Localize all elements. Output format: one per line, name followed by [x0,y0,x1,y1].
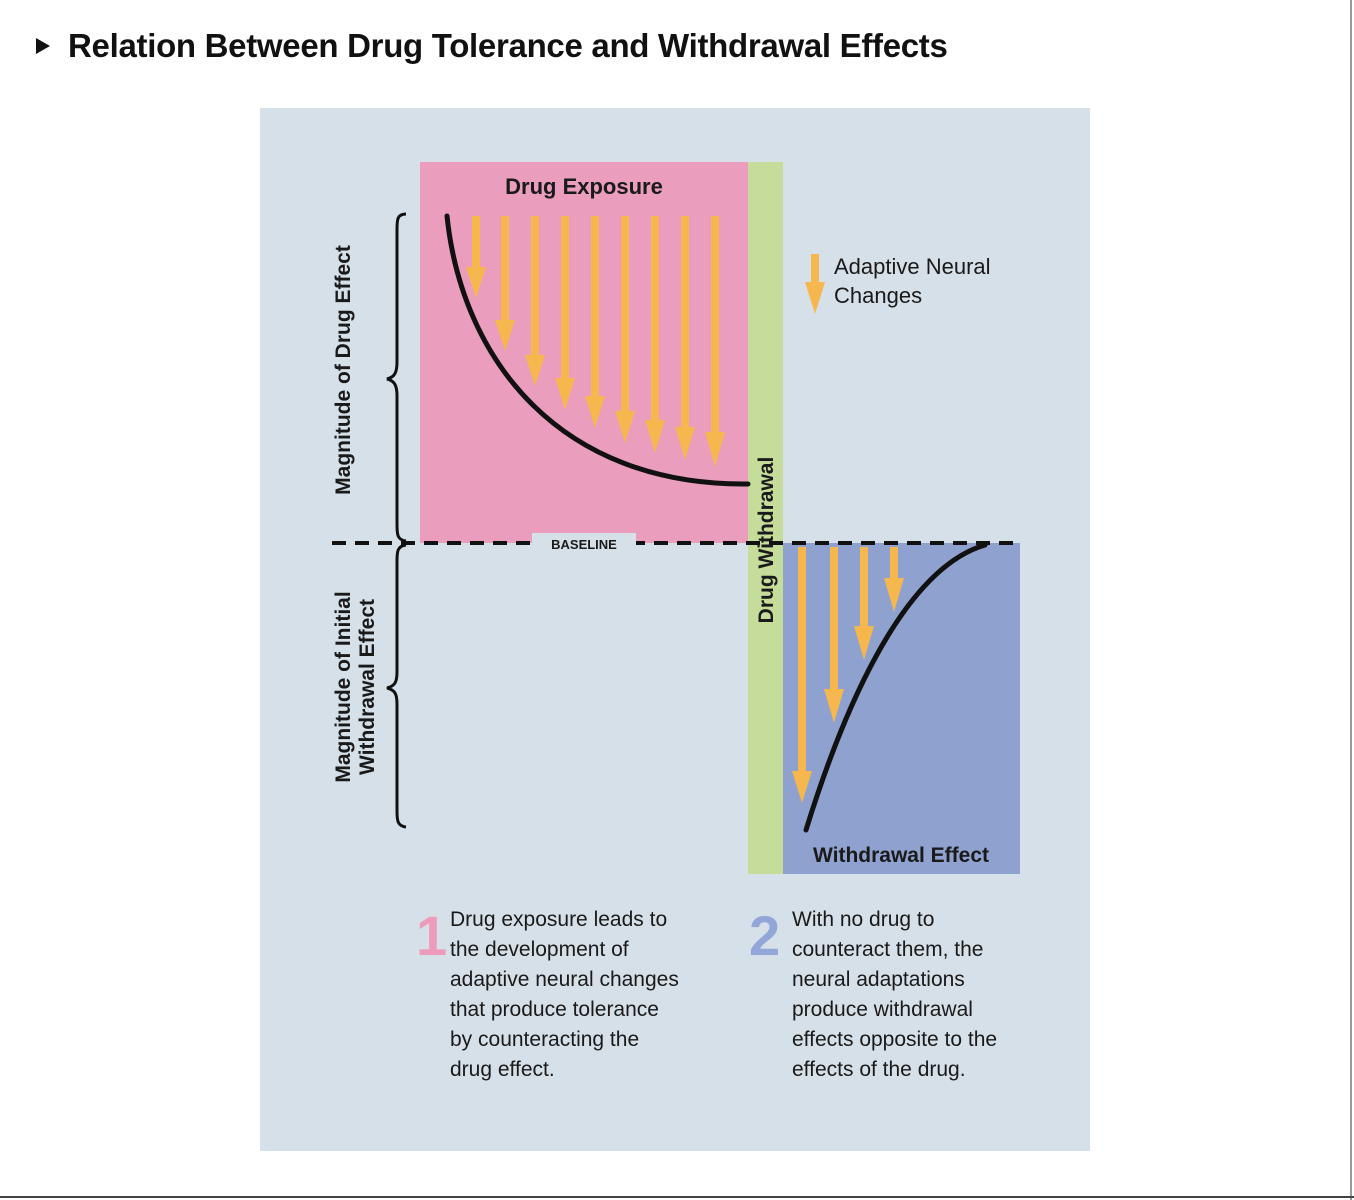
adaptive-arrow [824,547,844,723]
adaptive-arrow [854,547,874,660]
adaptive-arrow [792,547,812,803]
step-1-line: that produce tolerance [450,998,659,1021]
legend-line2: Changes [834,283,922,308]
step-2-number: 2 [749,904,780,967]
step-2: 2 With no drug to counteract them, the n… [749,904,997,1081]
adaptive-arrow [525,216,545,386]
adaptive-arrow [884,547,904,612]
step-2-line: effects opposite to the [792,1028,997,1051]
adaptive-arrow [705,216,725,467]
step-2-line: effects of the drug. [792,1058,966,1081]
tolerance-curve [444,213,751,487]
step-1-line: Drug exposure leads to [450,908,667,931]
adaptive-arrow [615,216,635,443]
lower-brace [386,543,407,829]
withdrawal-effect-label: Withdrawal Effect [813,844,989,867]
adaptive-arrow [645,216,665,453]
step-2-line: With no drug to [792,908,934,931]
step-2-line: neural adaptations [792,968,965,991]
tolerance-arrows [466,216,725,467]
legend-line1: Adaptive Neural [834,254,991,279]
adaptive-arrow [675,216,695,460]
step-2-line: counteract them, the [792,938,983,961]
orange-down-arrow-icon [805,254,825,314]
triangle-right-icon [36,38,50,54]
page-heading: Relation Between Drug Tolerance and With… [36,24,948,68]
withdrawal-arrows [792,547,904,803]
step-2-line: produce withdrawal [792,998,973,1021]
baseline-label: BASELINE [551,537,617,552]
adaptive-arrow [555,216,575,410]
drug-exposure-label: Drug Exposure [505,174,663,199]
drug-withdrawal-label: Drug Withdrawal [755,457,778,624]
y-axis-lower-label-line2: Withdrawal Effect [356,599,379,775]
baseline-label-bg [532,533,636,553]
step-1-line: the development of [450,938,629,961]
window-border-bottom [0,1196,1354,1198]
step-1-line: by counteracting the [450,1028,639,1051]
y-axis-upper-label: Magnitude of Drug Effect [332,245,355,495]
step-1-number: 1 [416,904,447,967]
step-1-line: adaptive neural changes [450,968,679,991]
y-axis-lower-label-line1: Magnitude of Initial [332,591,355,782]
adaptive-arrow [585,216,605,428]
upper-brace [386,212,407,543]
legend: Adaptive Neural Changes [805,254,991,314]
drug-exposure-region [420,162,748,543]
withdrawal-effect-region [783,543,1020,874]
page-title: Relation Between Drug Tolerance and With… [68,27,948,64]
adaptive-arrow [466,216,486,298]
step-1-line: drug effect. [450,1058,555,1081]
adaptive-arrow [495,216,515,351]
drug-withdrawal-bar [748,162,783,874]
window-border-right [1350,0,1352,1200]
step-1: 1 Drug exposure leads to the development… [416,904,679,1081]
withdrawal-curve [803,542,988,833]
